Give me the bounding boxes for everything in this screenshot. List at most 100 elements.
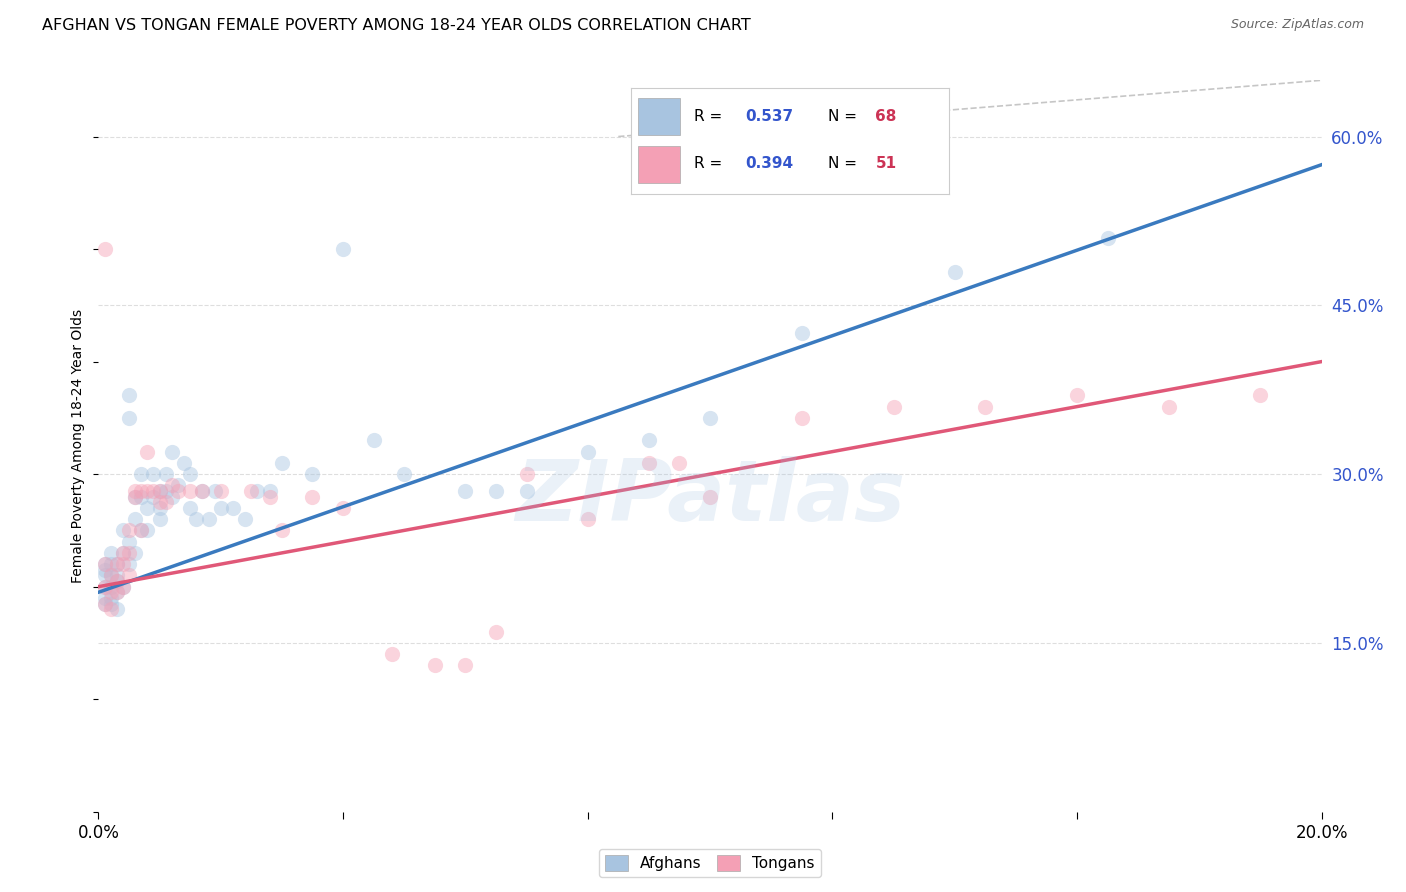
Point <box>100 591 122 605</box>
Point <box>118 534 141 549</box>
Point <box>699 410 721 425</box>
Point <box>93 591 115 605</box>
Point <box>423 658 446 673</box>
Point <box>155 495 177 509</box>
Text: AFGHAN VS TONGAN FEMALE POVERTY AMONG 18-24 YEAR OLDS CORRELATION CHART: AFGHAN VS TONGAN FEMALE POVERTY AMONG 18… <box>42 18 751 33</box>
Point <box>186 512 208 526</box>
Point <box>124 512 146 526</box>
Point <box>129 467 152 482</box>
Point <box>637 456 661 470</box>
Point <box>118 410 141 425</box>
Point <box>179 467 201 482</box>
Point <box>105 574 128 588</box>
Point <box>105 602 128 616</box>
Point <box>454 658 477 673</box>
Point <box>100 568 122 582</box>
Point <box>246 483 269 498</box>
Point <box>93 580 115 594</box>
Point <box>118 557 141 571</box>
Point <box>790 410 813 425</box>
Point <box>149 495 172 509</box>
Point <box>179 500 201 515</box>
Point <box>485 483 508 498</box>
Point <box>100 568 122 582</box>
Point <box>943 264 966 278</box>
Point <box>1097 231 1119 245</box>
Point <box>259 490 281 504</box>
Point <box>124 490 146 504</box>
Text: Source: ZipAtlas.com: Source: ZipAtlas.com <box>1230 18 1364 31</box>
Point <box>209 483 232 498</box>
Point <box>129 490 152 504</box>
Point <box>149 500 172 515</box>
Point <box>129 524 152 538</box>
Point <box>259 483 281 498</box>
Point <box>100 602 122 616</box>
Point <box>233 512 256 526</box>
Point <box>363 434 385 448</box>
Point <box>149 483 172 498</box>
Point <box>149 483 172 498</box>
Point <box>209 500 232 515</box>
Point <box>105 568 128 582</box>
Point <box>270 524 292 538</box>
Point <box>111 580 134 594</box>
Point <box>105 585 128 599</box>
Point <box>124 546 146 560</box>
Point <box>93 580 115 594</box>
Point <box>332 242 354 256</box>
Point <box>93 563 115 577</box>
Point <box>516 467 538 482</box>
Point <box>142 490 165 504</box>
Point <box>883 400 905 414</box>
Point <box>160 490 183 504</box>
Point <box>105 557 128 571</box>
Point <box>485 624 508 639</box>
Point <box>173 456 195 470</box>
Point <box>100 557 122 571</box>
Text: ZIPatlas: ZIPatlas <box>515 456 905 539</box>
Point <box>301 467 323 482</box>
Point <box>160 478 183 492</box>
Point <box>118 568 141 582</box>
Point <box>699 490 721 504</box>
Point <box>100 585 122 599</box>
Point <box>204 483 226 498</box>
Point <box>637 434 661 448</box>
Y-axis label: Female Poverty Among 18-24 Year Olds: Female Poverty Among 18-24 Year Olds <box>72 309 86 583</box>
Point <box>790 326 813 341</box>
Point <box>111 557 134 571</box>
Point <box>149 512 172 526</box>
Point <box>142 483 165 498</box>
Point <box>111 580 134 594</box>
Point <box>93 557 115 571</box>
Point <box>93 597 115 611</box>
Legend: Afghans, Tongans: Afghans, Tongans <box>599 849 821 877</box>
Point <box>136 524 159 538</box>
Point <box>136 500 159 515</box>
Point <box>124 490 146 504</box>
Point <box>105 585 128 599</box>
Point <box>111 524 134 538</box>
Point <box>111 546 134 560</box>
Point <box>516 483 538 498</box>
Point <box>124 483 146 498</box>
Point <box>136 444 159 458</box>
Point <box>381 647 404 661</box>
Point <box>118 546 141 560</box>
Point <box>100 546 122 560</box>
Point <box>118 524 141 538</box>
Point <box>118 388 141 402</box>
Point <box>240 483 263 498</box>
Point <box>179 483 201 498</box>
Point <box>142 467 165 482</box>
Point <box>1249 388 1271 402</box>
Point <box>136 483 159 498</box>
Point <box>301 490 323 504</box>
Point <box>93 568 115 582</box>
Point <box>270 456 292 470</box>
Point <box>167 483 190 498</box>
Point <box>93 242 115 256</box>
Point <box>160 444 183 458</box>
Point <box>974 400 997 414</box>
